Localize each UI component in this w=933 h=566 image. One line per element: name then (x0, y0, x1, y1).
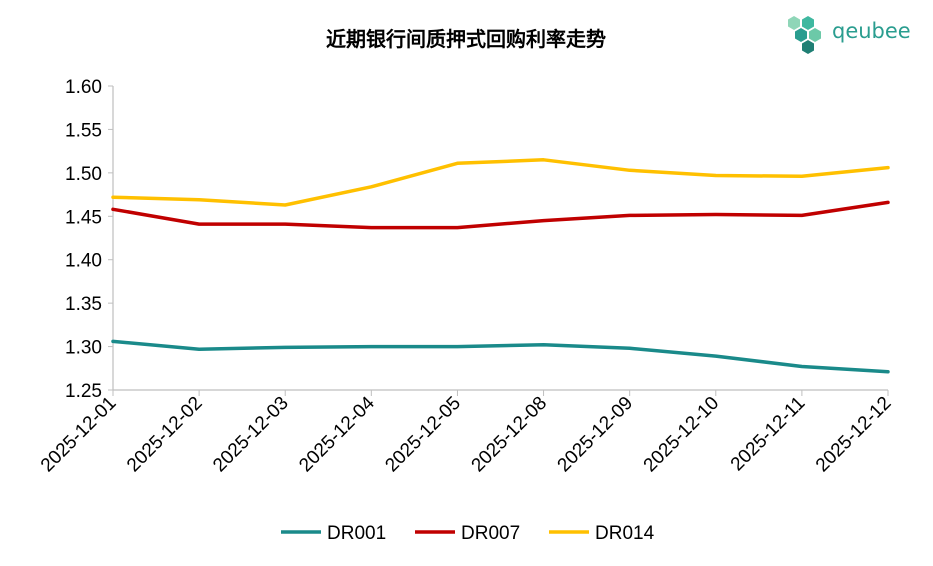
series-line-dr007 (111, 200, 890, 230)
x-tick-label: 2025-12-11 (727, 393, 810, 476)
x-tick-label: 2025-12-03 (209, 393, 293, 477)
x-tick-label: 2025-12-08 (468, 393, 552, 477)
y-tick-label: 1.25 (65, 381, 102, 402)
x-tick-label: 2025-12-05 (381, 393, 465, 477)
legend-label: DR014 (595, 523, 655, 544)
brand-name: qeubee (832, 19, 911, 43)
x-tick-label: 2025-12-12 (812, 393, 896, 477)
y-tick-labels: 1.25 1.30 1.35 1.40 1.45 1.50 1.55 1.60 (65, 77, 113, 402)
x-tick-label: 2025-12-09 (554, 393, 638, 477)
y-tick-label: 1.55 (65, 120, 102, 141)
x-tick-label: 2025-12-10 (640, 393, 724, 477)
series-lines (111, 158, 890, 374)
chart-title: 近期银行间质押式回购利率走势 (326, 27, 606, 51)
hexagon-cluster-icon (788, 16, 821, 54)
legend: DR001 DR007 DR014 (281, 523, 655, 544)
x-tick-label: 2025-12-04 (295, 392, 379, 476)
x-tick-label: 2025-12-01 (37, 393, 121, 477)
legend-label: DR001 (327, 523, 386, 544)
y-tick-label: 1.35 (65, 294, 102, 315)
x-tick-label: 2025-12-02 (123, 393, 207, 477)
x-tick-labels: 2025-12-01 2025-12-02 2025-12-03 2025-12-04… (37, 390, 896, 476)
y-tick-label: 1.50 (65, 164, 102, 185)
y-tick-label: 1.45 (65, 207, 102, 228)
series-line-dr001 (111, 339, 890, 374)
legend-label: DR007 (461, 523, 520, 544)
series-line-dr014 (111, 158, 890, 207)
y-tick-label: 1.30 (65, 338, 102, 359)
y-tick-label: 1.40 (65, 251, 102, 272)
y-tick-label: 1.60 (65, 77, 102, 98)
brand-logo: qeubee (788, 16, 911, 54)
